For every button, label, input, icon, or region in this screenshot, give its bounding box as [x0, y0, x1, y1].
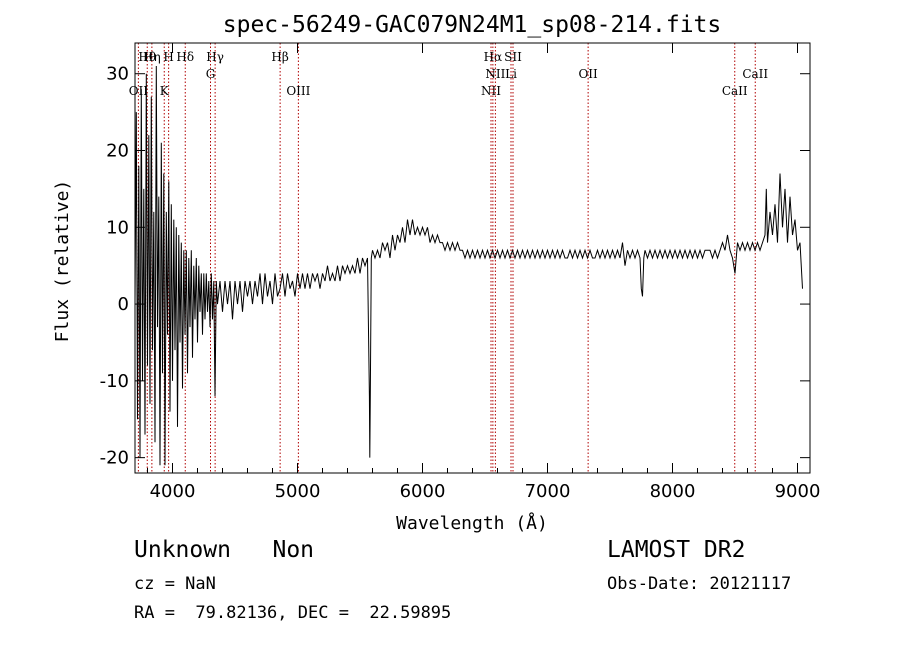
plot-frame [134, 42, 811, 474]
marker-label-3: K [160, 84, 170, 98]
marker-label-17: CaII [742, 67, 768, 81]
marker-label-4: H [163, 50, 173, 64]
object-class-text: Unknown Non [134, 537, 315, 563]
x-tick-label-3: 7000 [525, 481, 571, 502]
marker-label-12: NII [485, 67, 505, 81]
y-tick-label-2: 0 [118, 294, 129, 315]
marker-label-10: NII [481, 84, 501, 98]
x-axis-label: Wavelength (Å) [396, 512, 548, 534]
marker-label-2: Hη [143, 50, 161, 64]
x-tick-label-4: 8000 [650, 481, 696, 502]
y-tick-label-5: 30 [106, 64, 129, 85]
marker-label-8: Hβ [271, 50, 288, 64]
redshift-cz: cz = NaN [134, 574, 216, 594]
x-tick-label-1: 5000 [275, 481, 321, 502]
y-tick-label-3: 10 [106, 217, 129, 238]
x-tick-label-0: 4000 [150, 481, 196, 502]
x-tick-label-2: 6000 [400, 481, 446, 502]
x-tick-label-5: 9000 [775, 481, 821, 502]
y-axis-label: Flux (relative) [52, 180, 73, 343]
marker-label-0: OII [129, 84, 149, 98]
marker-label-11: Hα [484, 50, 503, 64]
survey-label: LAMOST DR2 [607, 537, 746, 563]
chart-title: spec-56249-GAC079N24M1_sp08-214.fits [223, 12, 722, 38]
flux-series-line [134, 65, 803, 466]
axis-ticks: 4000 5000 6000 7000 8000 9000 -20 -10 0 10 20 30 [100, 43, 821, 502]
y-tick-label-0: -20 [100, 448, 129, 469]
marker-label-14: SII [504, 50, 522, 64]
marker-label-9: OIII [286, 84, 310, 98]
y-tick-label-4: 20 [106, 141, 129, 162]
marker-label-5: Hδ [176, 50, 194, 64]
marker-label-15: OII [578, 67, 598, 81]
marker-label-6: G [206, 67, 216, 81]
marker-label-7: Hγ [206, 50, 224, 64]
marker-label-13: Li [505, 67, 517, 81]
y-tick-label-1: -10 [100, 371, 129, 392]
marker-label-16: CaII [722, 84, 748, 98]
observation-date: Obs-Date: 20121117 [607, 574, 792, 594]
ra-dec-coordinates: RA = 79.82136, DEC = 22.59895 [134, 603, 452, 623]
